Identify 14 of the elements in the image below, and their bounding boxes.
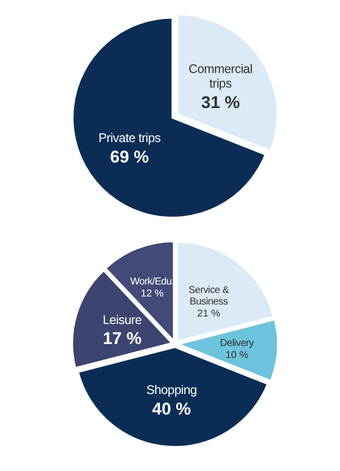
slice-label: Private trips	[98, 131, 161, 146]
data-label: 21 %	[197, 308, 220, 320]
slice-label: Commercial trips	[188, 62, 252, 90]
slice-label: Work/Edu.	[130, 276, 174, 288]
slice-label: Shopping	[146, 383, 198, 398]
data-label: 40 %	[152, 399, 191, 418]
data-label: 31 %	[201, 92, 240, 112]
data-label: 10 %	[225, 350, 248, 362]
slice-label: Leisure	[102, 312, 142, 327]
slice-label: Delivery	[220, 338, 254, 350]
data-label: 69 %	[110, 147, 149, 166]
slice-label: Service & Business	[188, 285, 230, 308]
data-label: 12 %	[140, 288, 164, 300]
data-label: 17 %	[102, 329, 142, 348]
